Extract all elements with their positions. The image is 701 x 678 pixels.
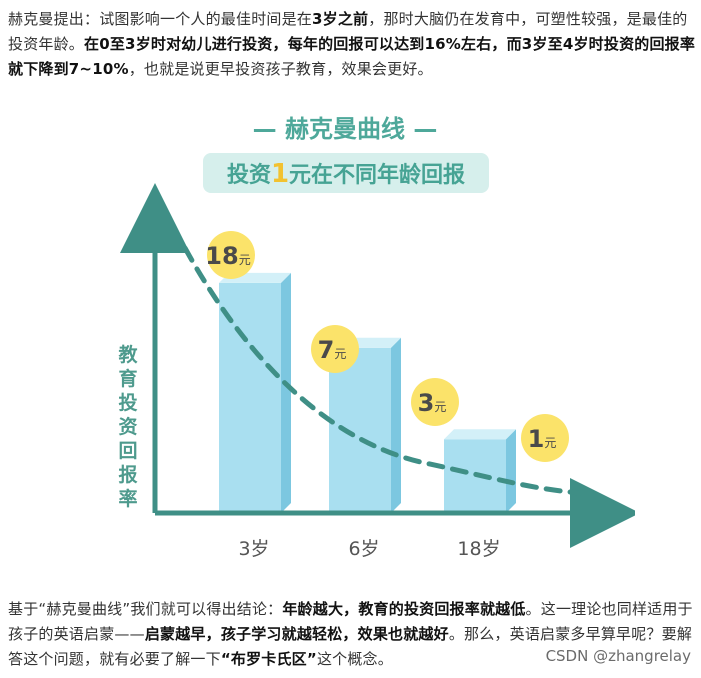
chart-svg: — 赫克曼曲线 — 投资1元在不同年龄回报 教育投资回报率 18元7元3元1元 … [118, 115, 635, 560]
value-badge [521, 414, 569, 462]
bar-top-18岁 [444, 429, 516, 440]
heckman-curve-figure: — 赫克曼曲线 — 投资1元在不同年龄回报 教育投资回报率 18元 7元 3元 1元 … [95, 103, 635, 583]
text-run: 赫克曼提出：试图影响一个人的最佳时间是在 [8, 10, 313, 28]
chart-title-group: — 赫克曼曲线 — 投资1元在不同年龄回报 [203, 115, 489, 193]
bar-6岁 [329, 347, 391, 513]
y-axis-label-group: 教育投资回报率 [118, 343, 138, 510]
axes-group [120, 183, 635, 548]
intro-paragraph: 赫克曼提出：试图影响一个人的最佳时间是在3岁之前，那时大脑仍在发育中，可塑性较强… [8, 7, 696, 82]
bars-group [219, 272, 516, 513]
x-tick-labels-group: 3岁 6岁 18岁 [238, 538, 500, 560]
curve-label-group: 18元 7元 3元 1元 [205, 231, 569, 462]
csdn-watermark: CSDN @zhangrelay [545, 647, 691, 665]
text-run: 。那么，英语启蒙多早算早呢？要解答这个问题，就有必要了解一下 [8, 625, 693, 668]
chart-subtitle: 投资1元在不同年龄回报 [227, 159, 465, 189]
text-run: ，也就是说更早投资孩子教育，效果会更好。 [128, 60, 433, 78]
value-badge [411, 378, 459, 426]
value-badge-label: 18元 [205, 242, 250, 270]
bold-run: 3岁之前 [312, 10, 369, 28]
text-run: 。这一理论也同样适用于孩子的英语启蒙—— [8, 600, 693, 643]
x-tick-label: 18岁 [457, 538, 500, 560]
subtitle-box [203, 153, 489, 193]
value-badge [207, 231, 255, 279]
bar-side-18岁 [506, 429, 516, 513]
x-tick-label: 6岁 [348, 538, 379, 560]
bold-run: 在0至3岁时对幼儿进行投资，每年的回报可以达到16%左右，而3岁至4岁时投资的回… [8, 35, 696, 78]
bold-run: “布罗卡氏区” [220, 650, 317, 668]
value-badge-label: 3元 [418, 389, 447, 417]
bar-side-3岁 [281, 272, 291, 513]
bold-run: 年龄越大，教育的投资回报率就越低 [282, 600, 526, 618]
value-badge-label: 1元 [528, 425, 557, 453]
subtitle-post: 元在不同年龄回报 [289, 162, 465, 188]
bold-run: 启蒙越早，孩子学习就越轻松，效果也就越好 [144, 625, 449, 643]
subtitle-highlight: 1 [271, 159, 289, 189]
value-badge [311, 325, 359, 373]
value-badge-label: 7元 [318, 336, 347, 364]
chart-title: — 赫克曼曲线 — [253, 115, 438, 143]
text-run: 这个概念。 [316, 650, 393, 668]
conclusion-paragraph: 基于“赫克曼曲线”我们就可以得出结论：年龄越大，教育的投资回报率就越低。这一理论… [8, 597, 696, 672]
bar-side-6岁 [391, 337, 401, 513]
y-axis-label: 教育投资回报率 [118, 343, 138, 510]
subtitle-pre: 投资 [227, 163, 271, 188]
heckman-curve [182, 245, 583, 496]
curve-group [182, 245, 583, 496]
text-run: ，那时大脑仍在发育中，可塑性较强，是最佳的投资年龄。 [8, 10, 688, 53]
text-run: 基于“赫克曼曲线”我们就可以得出结论： [8, 600, 283, 618]
x-tick-label: 3岁 [238, 538, 269, 560]
